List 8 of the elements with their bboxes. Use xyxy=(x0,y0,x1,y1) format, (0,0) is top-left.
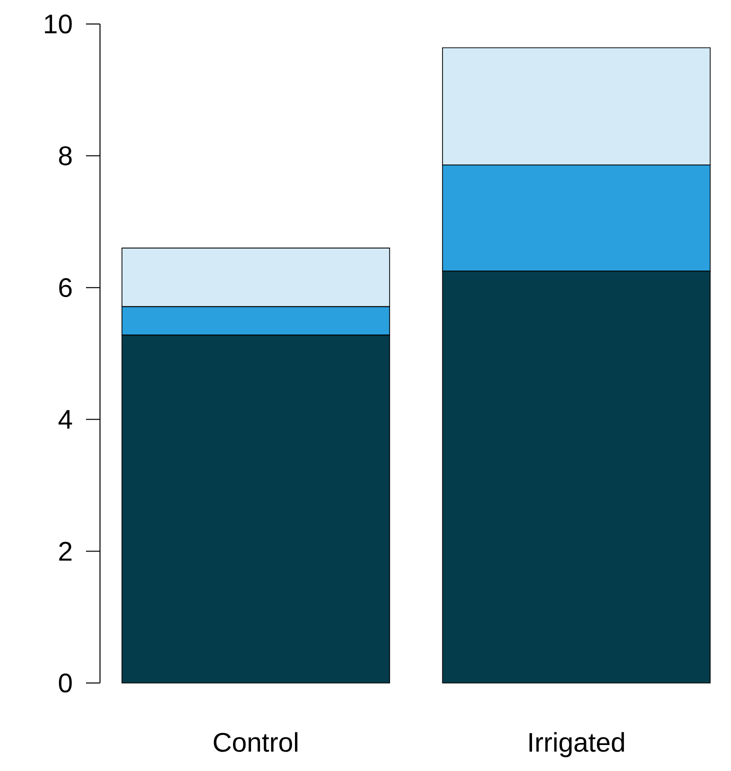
y-tick-label: 10 xyxy=(44,14,72,34)
y-tick-label: 2 xyxy=(59,542,72,561)
y-tick-label: 6 xyxy=(59,278,72,298)
x-tick-label: Irrigated xyxy=(530,732,624,758)
x-tick-label: Control xyxy=(214,732,298,752)
y-tick-label: 4 xyxy=(58,410,72,429)
y-tick-label: 0 xyxy=(58,673,72,693)
y-tick-label: 8 xyxy=(59,146,72,166)
